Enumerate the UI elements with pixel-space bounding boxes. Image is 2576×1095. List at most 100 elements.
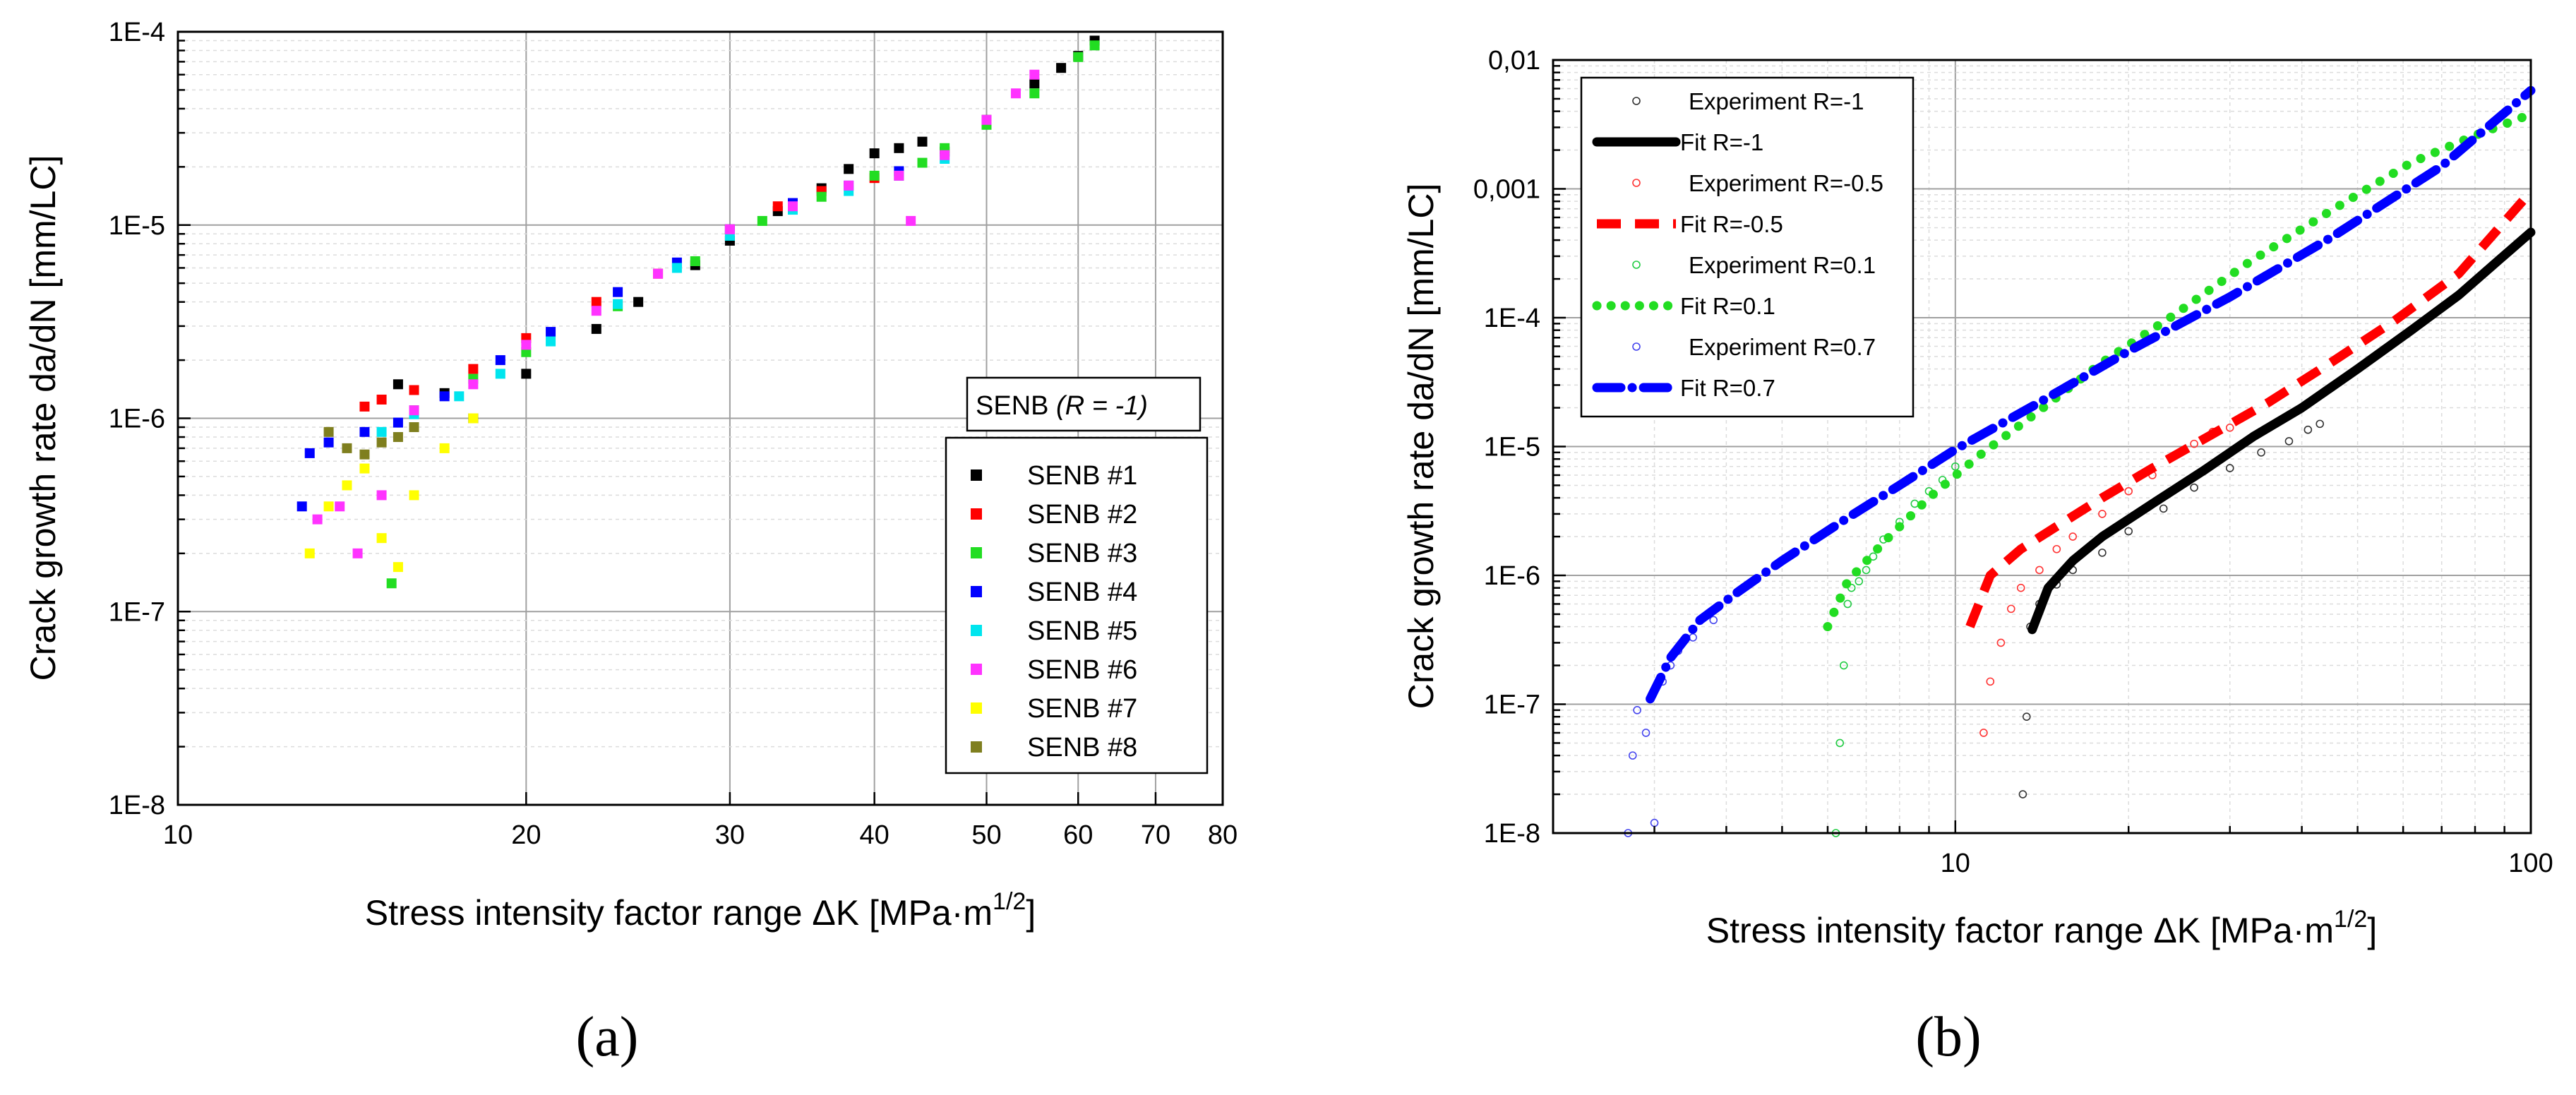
chart-a: 10 20 30 40 50 60 70 80 1E-8 1E-7 1E-6 1E-5 1E-4 SEN… [23,18,1238,1068]
chart-a-point [1029,88,1040,99]
chart-a-point [521,369,532,379]
chart-a-point [386,578,397,589]
chart-b-point [2190,483,2198,492]
chart-a-point [724,224,735,234]
a-x-tick-label: 60 [1063,820,1093,850]
chart-b-point [2190,439,2198,448]
chart-b-legend-label: Fit R=0.7 [1680,375,1775,401]
chart-a-point [613,287,623,297]
b-y-tick-label: 1E-7 [1484,690,1540,720]
chart-a-point [376,426,387,437]
chart-a-legend-box [945,436,1209,774]
chart-b-point [1979,729,1988,737]
chart-a-legend-swatch [971,664,982,675]
chart-a-legend-label: SENB #6 [1027,655,1137,685]
chart-a-point [468,379,479,390]
b-series-7 [1646,85,2536,704]
chart-a-legend-title-suffix: (R = -1) [1056,391,1148,421]
chart-a-legend-swatch [971,741,982,753]
chart-a-point [906,215,916,226]
chart-a-x-axis-label-exp: 1/2 [993,888,1026,915]
chart-a-point [917,157,928,168]
chart-b-point [1628,751,1637,760]
chart-b-point [2052,544,2061,554]
chart-a-legend-swatch [971,625,982,636]
chart-b-x-axis-label: Stress intensity factor range ΔK [MPa·m1… [1706,906,2377,950]
a-x-tick-label: 20 [511,820,541,850]
chart-a-point [393,562,403,573]
chart-b-fit-line [1646,85,2536,704]
chart-a-point [323,501,334,512]
chart-a-point [772,201,783,212]
chart-b-point [1996,638,2006,647]
chart-b-x-axis-label-main: Stress intensity factor range ΔK [MPa·m [1706,911,2334,950]
chart-a-point [468,364,479,374]
b-series-1 [2027,227,2536,635]
chart-b-x-axis-label-close: ] [2367,911,2377,950]
chart-b-point [1709,616,1718,625]
chart-a-point [1029,69,1040,80]
chart-a-point [296,501,307,512]
chart-a-point [869,148,880,159]
a-y-tick-label: 1E-4 [109,18,165,47]
chart-a-y-axis-label: Crack growth rate da/dN [mm/LC] [23,155,63,681]
chart-b-point [1869,552,1878,561]
chart-a-point [376,533,387,544]
chart-a-point [787,201,798,212]
chart-a-legend: SENB (R = -1) SENB #1 SENB #2 SENB #3 SENB #… [945,376,1209,774]
chart-a-point [690,256,700,266]
chart-a-legend-label: SENB #5 [1027,616,1137,646]
chart-b-fit-line [1965,189,2534,629]
a-y-tick-label: 1E-8 [109,791,165,820]
chart-b-point [2016,583,2025,592]
chart-b-point [2316,419,2325,429]
chart-b-point [2068,532,2077,541]
chart-a-legend-swatch [971,586,982,597]
chart-a-point [335,501,345,512]
chart-a-point [393,379,403,390]
b-x-tick-label: 100 [2508,849,2553,878]
chart-a-point [409,490,419,501]
panel-a-label: (a) [576,1006,639,1068]
chart-a-x-axis-label-main: Stress intensity factor range ΔK [MPa·m [365,893,993,933]
chart-a-point [409,405,419,416]
chart-b-point [2035,566,2044,575]
chart-b-legend-label: Fit R=-0.5 [1680,211,1783,237]
a-x-tick-label: 50 [971,820,1001,850]
chart-a-point [393,432,403,443]
chart-a-point [376,490,387,501]
chart-a-point [409,422,419,433]
chart-b-legend: Experiment R=-1 Fit R=-1 Experiment R=-0.5… [1580,76,1915,418]
chart-a-point [591,306,601,316]
chart-b-fit-line [2027,227,2536,635]
chart-b-legend-label: Experiment R=0.7 [1689,334,1876,360]
a-y-tick-label: 1E-7 [109,597,165,627]
b-y-tick-label: 0,001 [1473,175,1540,205]
chart-a-legend-swatch [971,702,982,714]
chart-b-point [1839,661,1848,670]
chart-b-legend-marker [1632,179,1641,187]
chart-a-point [495,369,505,379]
chart-a-point [546,327,556,337]
chart-a-point [376,437,387,448]
chart-a-point [312,514,323,525]
a-x-tick-label: 40 [860,820,889,850]
chart-a-point [844,180,854,191]
chart-b-legend-label: Experiment R=0.1 [1689,252,1876,278]
chart-b-point [1986,677,1995,686]
chart-a-point [342,480,352,491]
b-y-tick-label: 0,01 [1488,46,1540,76]
chart-b-point [2098,549,2107,557]
chart-a-point [844,164,854,174]
b-y-tick-label: 1E-6 [1484,561,1540,591]
chart-a-data [296,35,1100,589]
chart-a-ticks: 10 20 30 40 50 60 70 80 1E-8 1E-7 1E-6 1E-5 1E-4 [109,18,1238,850]
chart-b-legend-label: Experiment R=-0.5 [1689,170,1883,196]
chart-b-point [1641,729,1651,737]
chart-b-point [2159,504,2168,513]
chart-b-point [2304,425,2313,434]
b-series-0 [2018,419,2325,798]
chart-a-legend-title-box [966,376,1202,432]
chart-a-legend-swatch [971,508,982,520]
